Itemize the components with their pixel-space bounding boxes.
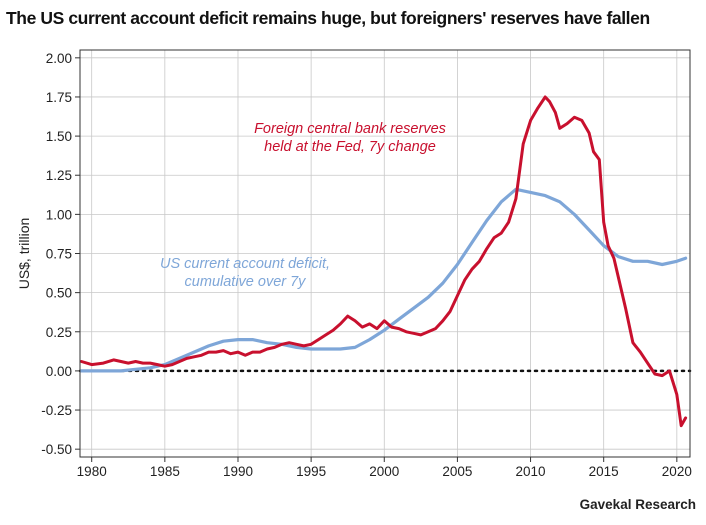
series-layer [79, 95, 688, 428]
y-tick-label: 1.50 [46, 129, 72, 144]
y-tick-label: 2.00 [46, 51, 72, 66]
y-tick-label: 1.00 [46, 207, 72, 222]
x-tick-label: 1990 [223, 464, 253, 479]
series-line-fed-reserves [80, 95, 688, 428]
x-tick-label: 2010 [516, 464, 546, 479]
y-tick-label: 0.75 [46, 247, 72, 262]
x-tick-label: 2005 [442, 464, 472, 479]
y-tick-label: -0.25 [41, 403, 72, 418]
series-label-current-account: US current account deficit, [160, 256, 330, 272]
y-tick-label: 1.75 [46, 90, 72, 105]
x-tick-label: 1980 [77, 464, 107, 479]
x-tick-label: 2000 [369, 464, 399, 479]
y-tick-label: 0.25 [46, 325, 72, 340]
grid-lines [80, 50, 690, 457]
chart-title: The US current account deficit remains h… [6, 8, 650, 28]
axis-ticks: 1980 1985 1990 1995 2000 2005 2010 2015 2020 -0.5… [41, 51, 692, 479]
y-tick-label: -0.50 [41, 442, 72, 457]
series-label-fed-reserves: held at the Fed, 7y change [264, 139, 436, 155]
y-axis-label: US$, trillion [16, 218, 32, 290]
series-label-fed-reserves: Foreign central bank reserves [254, 121, 446, 137]
y-tick-label: 0.50 [46, 286, 72, 301]
x-tick-label: 1995 [296, 464, 326, 479]
x-tick-label: 2020 [662, 464, 692, 479]
y-tick-label: 0.00 [46, 364, 72, 379]
x-tick-label: 2015 [589, 464, 619, 479]
source-credit: Gavekal Research [579, 497, 696, 512]
series-labels: Foreign central bank reserves held at the… [160, 121, 446, 290]
y-tick-label: 1.25 [46, 168, 72, 183]
series-line-current-account [79, 187, 688, 373]
x-tick-label: 1985 [150, 464, 180, 479]
series-label-current-account: cumulative over 7y [185, 274, 307, 290]
